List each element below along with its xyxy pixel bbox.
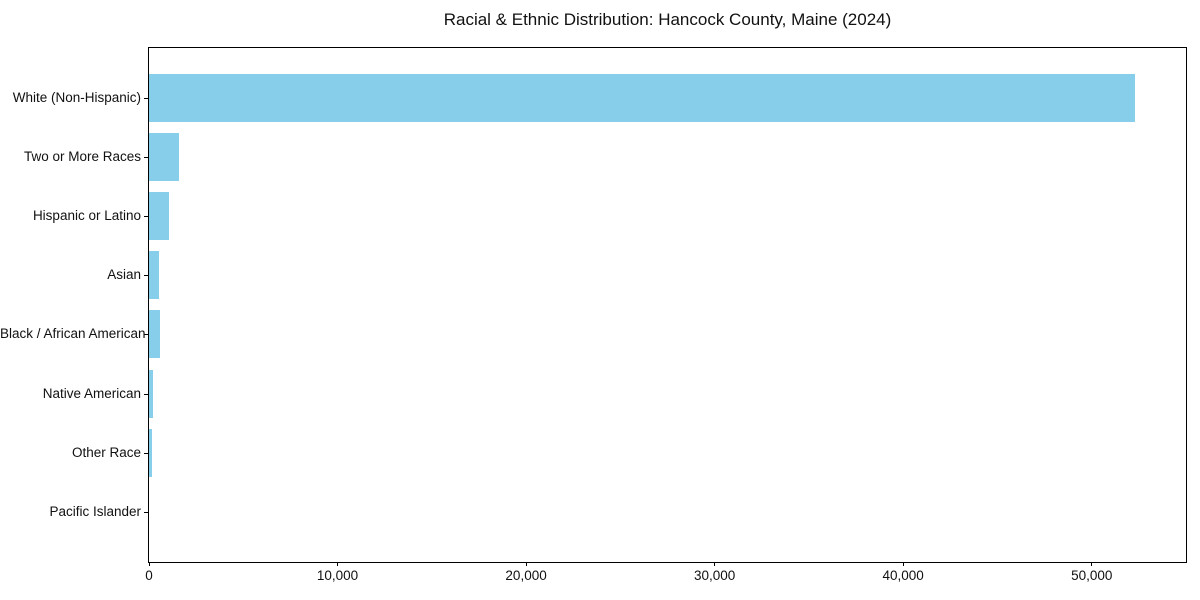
- y-tick-mark: [144, 275, 148, 277]
- x-tick-mark: [1091, 562, 1093, 566]
- bar: [149, 73, 1136, 122]
- bar: [149, 310, 161, 359]
- bar: [149, 251, 159, 300]
- y-tick-mark: [144, 97, 148, 99]
- x-tick-label: 0: [145, 568, 153, 583]
- x-tick-label: 20,000: [505, 568, 547, 583]
- y-axis-label: Other Race: [71, 444, 141, 460]
- x-tick-mark: [902, 562, 904, 566]
- y-axis-label: Two or More Races: [23, 148, 141, 164]
- plot-area: [148, 47, 1187, 563]
- y-axis-label: Hispanic or Latino: [32, 208, 141, 224]
- y-axis-label: Asian: [107, 267, 141, 283]
- y-tick-mark: [144, 334, 148, 336]
- x-tick-mark: [525, 562, 527, 566]
- x-tick-label: 40,000: [882, 568, 924, 583]
- bar: [149, 369, 154, 418]
- x-tick-mark: [148, 562, 150, 566]
- bar: [149, 132, 180, 181]
- x-tick-label: 50,000: [1071, 568, 1113, 583]
- y-axis-label: Native American: [42, 385, 141, 401]
- chart-title: Racial & Ethnic Distribution: Hancock Co…: [443, 10, 892, 29]
- y-axis-label: Pacific Islander: [49, 504, 141, 520]
- y-axis-label: White (Non-Hispanic): [12, 89, 141, 105]
- y-tick-mark: [144, 216, 148, 218]
- y-tick-mark: [144, 452, 148, 454]
- y-tick-mark: [144, 512, 148, 514]
- x-tick-mark: [337, 562, 339, 566]
- x-tick-mark: [714, 562, 716, 566]
- bar: [149, 192, 169, 241]
- y-tick-mark: [144, 393, 148, 395]
- bar: [149, 428, 153, 477]
- x-tick-label: 10,000: [316, 568, 359, 583]
- y-axis-label: Black / African American: [0, 326, 146, 342]
- y-tick-mark: [144, 156, 148, 158]
- x-tick-label: 30,000: [693, 568, 736, 583]
